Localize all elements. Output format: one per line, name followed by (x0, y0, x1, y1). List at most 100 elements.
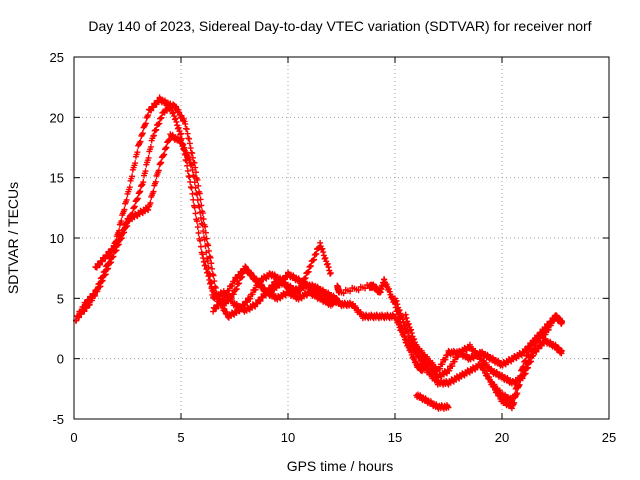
data-point (145, 154, 152, 161)
data-point (150, 132, 157, 139)
series-track-c (92, 131, 334, 315)
data-point (105, 265, 112, 272)
data-point (537, 333, 544, 340)
data-point (134, 196, 141, 203)
data-point (322, 254, 329, 261)
data-point (215, 302, 222, 309)
data-point (184, 167, 191, 174)
data-point (94, 288, 101, 295)
data-point (192, 184, 199, 191)
data-point (532, 342, 539, 349)
data-point (355, 287, 362, 294)
data-point (137, 188, 144, 195)
data-point (162, 145, 169, 152)
data-point (89, 297, 96, 304)
data-point (535, 345, 542, 352)
data-point (86, 301, 93, 308)
data-point (524, 347, 531, 354)
data-point (121, 206, 128, 213)
data-point (185, 153, 192, 160)
data-point (521, 349, 528, 356)
chart-title: Day 140 of 2023, Sidereal Day-to-day VTE… (88, 18, 591, 34)
data-point (165, 137, 172, 144)
data-point (158, 159, 165, 166)
data-point (142, 120, 149, 127)
data-point (152, 178, 159, 185)
data-point (180, 141, 187, 148)
data-point (340, 290, 347, 297)
data-point (163, 144, 170, 151)
data-point (437, 365, 444, 372)
x-tick-label: 25 (602, 430, 616, 445)
series-track-e (334, 276, 426, 375)
data-point (177, 131, 184, 138)
data-point (524, 364, 531, 371)
data-point (190, 173, 197, 180)
data-point (244, 299, 251, 306)
data-point (132, 160, 139, 167)
x-tick-label: 5 (177, 430, 184, 445)
data-point (327, 270, 334, 276)
data-point (234, 275, 241, 282)
data-point (110, 253, 117, 260)
data-point (439, 361, 446, 368)
data-point (524, 359, 531, 366)
data-point (259, 294, 266, 301)
data-point (123, 220, 130, 227)
series-track-j (488, 312, 565, 412)
data-point (535, 337, 542, 344)
data-point (381, 276, 388, 283)
data-point (210, 308, 217, 315)
data-point (239, 269, 246, 276)
data-point (118, 218, 125, 225)
data-point (194, 197, 201, 204)
data-point (113, 243, 120, 250)
data-point (83, 305, 90, 312)
x-axis-label: GPS time / hours (287, 458, 394, 474)
data-point (186, 156, 193, 163)
data-point (205, 264, 212, 271)
data-point (247, 295, 254, 302)
data-point (442, 356, 449, 363)
data-point (249, 291, 256, 298)
data-point (317, 239, 324, 246)
data-point (200, 216, 207, 223)
data-point (99, 258, 106, 265)
data-point (230, 291, 237, 298)
data-point (145, 112, 152, 119)
y-tick-label: 20 (50, 110, 64, 125)
data-point (527, 353, 534, 360)
data-point (521, 365, 528, 372)
data-point (104, 252, 111, 259)
data-point (118, 232, 125, 239)
data-point (319, 245, 326, 252)
data-point (516, 381, 523, 388)
x-tick-label: 0 (70, 430, 77, 445)
data-point (153, 101, 160, 108)
data-point (320, 249, 327, 256)
data-point (541, 328, 548, 335)
data-point (208, 260, 215, 267)
data-point (526, 343, 533, 350)
data-point (184, 130, 191, 137)
data-point (131, 203, 138, 210)
data-point (181, 144, 188, 151)
data-point (173, 118, 180, 125)
data-point (254, 300, 261, 307)
data-point (395, 321, 402, 328)
data-point (150, 104, 157, 111)
data-point (444, 403, 451, 410)
data-point (97, 283, 104, 290)
data-point (183, 149, 190, 156)
data-point (393, 297, 400, 304)
data-point (310, 256, 317, 263)
data-point (200, 258, 207, 265)
y-tick-label: 5 (57, 291, 64, 306)
data-point (403, 314, 410, 321)
data-point (522, 370, 529, 377)
data-point (538, 342, 545, 349)
data-point (208, 285, 215, 292)
data-point (220, 296, 227, 303)
data-point (325, 264, 332, 271)
